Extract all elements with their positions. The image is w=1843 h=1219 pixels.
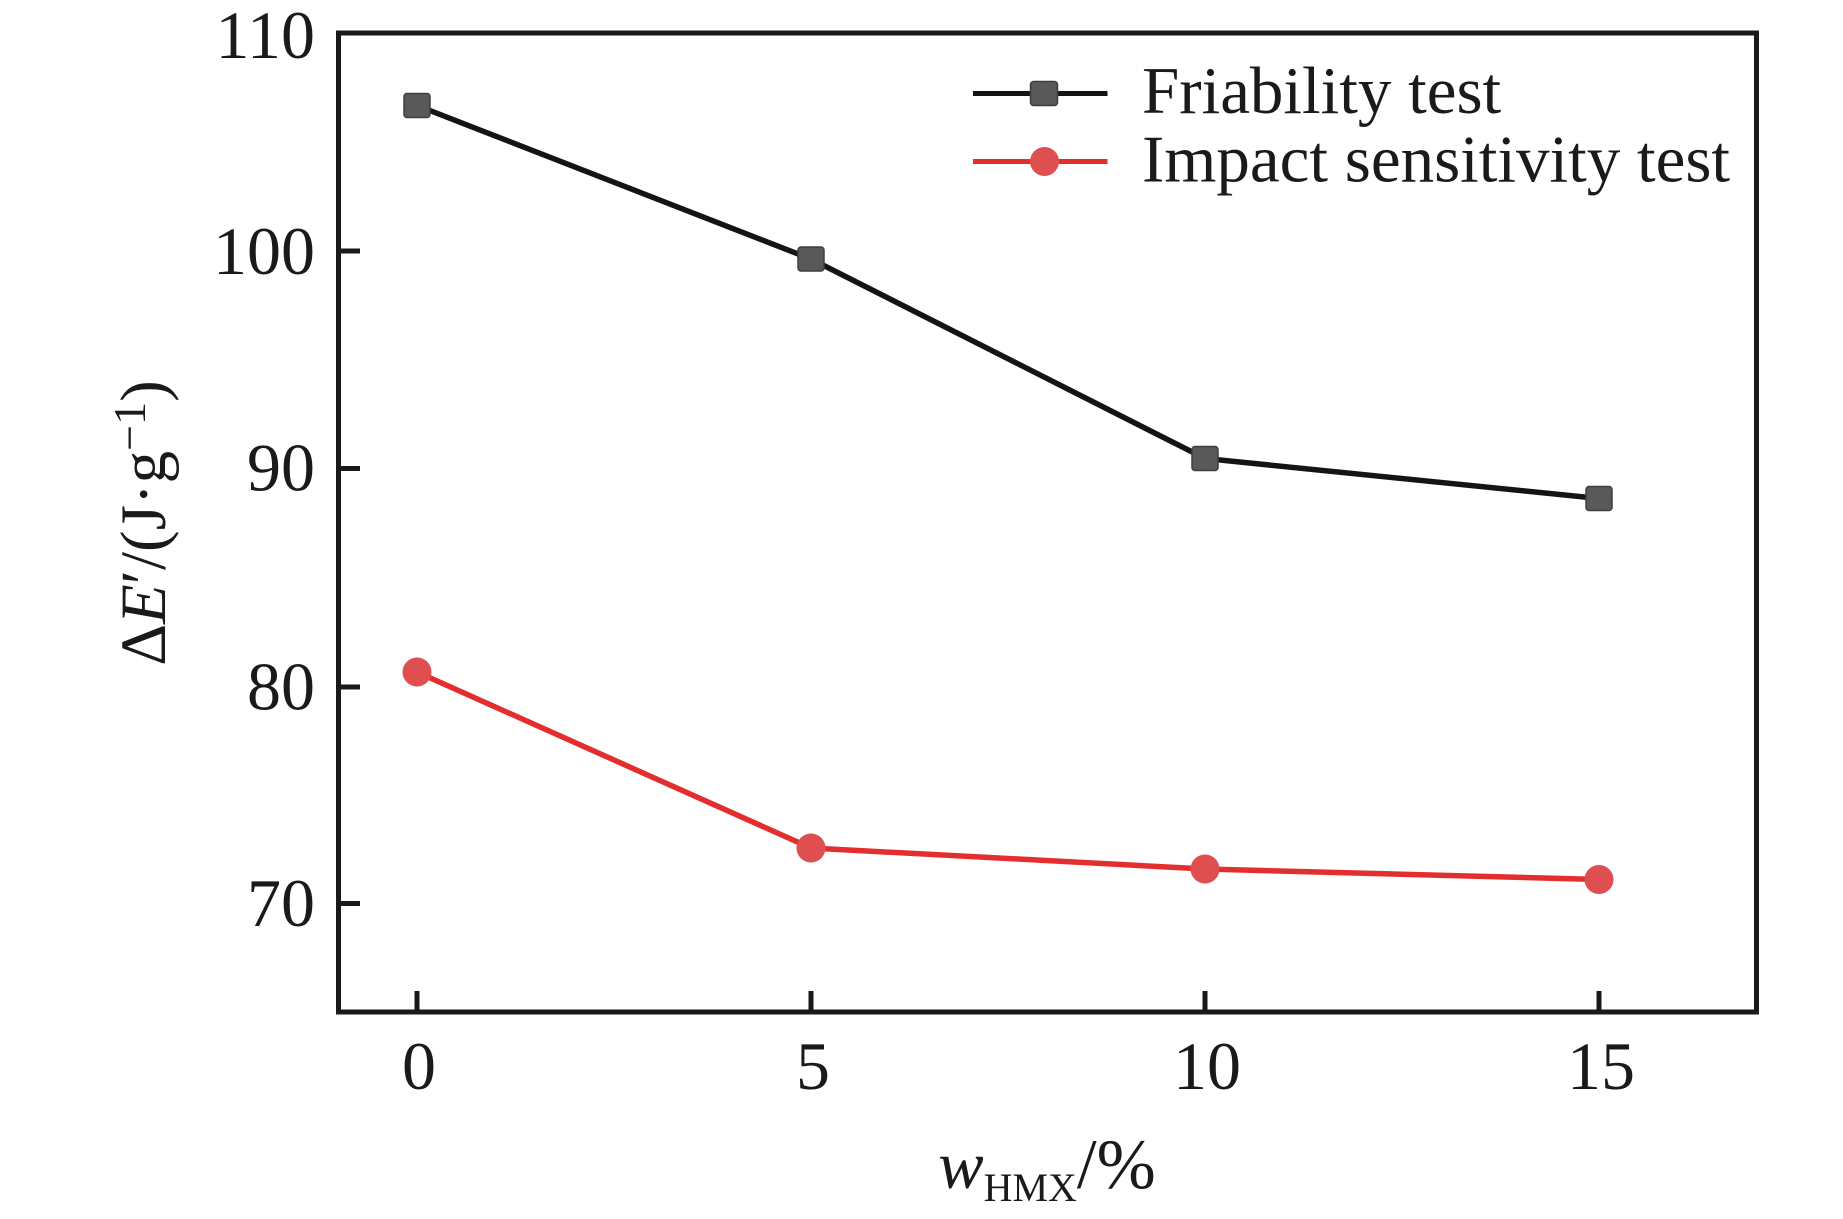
svg-text:10: 10 (1173, 1028, 1241, 1104)
svg-text:15: 15 (1567, 1028, 1635, 1104)
svg-text:90: 90 (247, 430, 315, 506)
svg-text:5: 5 (796, 1028, 830, 1104)
svg-text:Friability test: Friability test (1142, 54, 1502, 128)
svg-text:70: 70 (247, 865, 315, 941)
svg-text:0: 0 (402, 1028, 436, 1104)
svg-text:ΔE′/(J·g−1): ΔE′/(J·g−1) (104, 380, 180, 666)
svg-text:100: 100 (213, 213, 315, 289)
svg-text:Impact sensitivity test: Impact sensitivity test (1142, 123, 1730, 197)
svg-text:wHMX/%: wHMX/% (938, 1126, 1156, 1210)
svg-text:110: 110 (216, 0, 315, 73)
svg-text:80: 80 (247, 649, 315, 725)
